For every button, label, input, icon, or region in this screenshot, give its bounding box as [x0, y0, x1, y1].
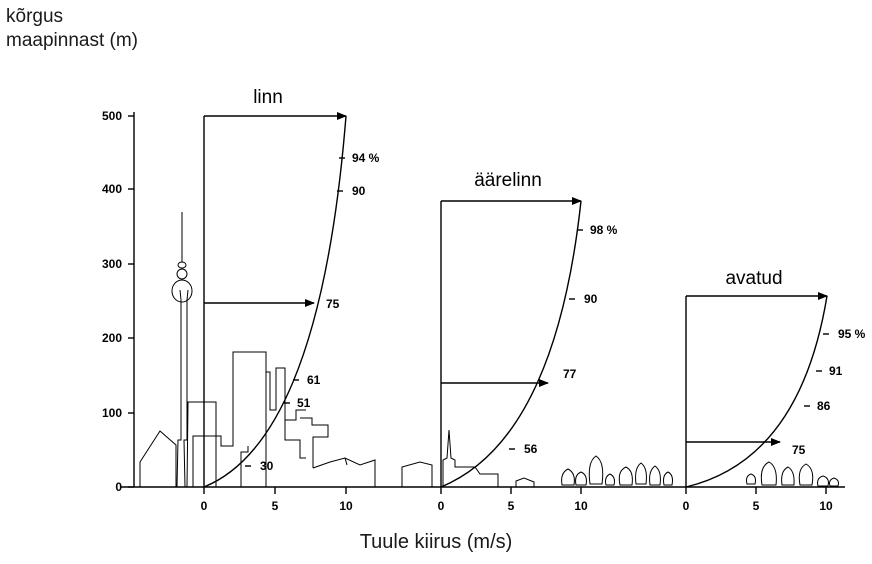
x-tick-label: 10 — [339, 499, 353, 513]
percent-label: 61 — [307, 373, 321, 387]
x-tick-label: 5 — [508, 499, 515, 513]
percent-label: 75 — [326, 297, 340, 311]
x-tick-label: 5 — [272, 499, 279, 513]
wind-profile-curve — [685, 295, 828, 488]
wind-profile-curve — [440, 200, 582, 488]
percent-label: 98 % — [590, 223, 618, 237]
x-axis-title: Tuule kiirus (m/s) — [359, 531, 513, 553]
y-tick-label: 400 — [102, 182, 122, 196]
percent-label: 94 % — [352, 151, 380, 165]
y-tick-label: 0 — [115, 480, 122, 494]
city-skyline-illustration — [139, 212, 535, 488]
panel-linn: linn 94 % 90 75 61 51 30 — [203, 87, 380, 488]
panel-avatud: avatud 95 % 91 86 75 — [685, 268, 866, 488]
y-tick-label: 500 — [102, 109, 122, 123]
y-axis-ticks: 0 100 200 300 400 500 — [102, 109, 134, 494]
y-tick-label: 300 — [102, 257, 122, 271]
x-axis-ticks: 0 5 10 0 5 10 0 5 10 — [201, 487, 833, 513]
percent-label: 30 — [260, 459, 274, 473]
y-tick-label: 200 — [102, 331, 122, 345]
percent-label: 56 — [524, 442, 538, 456]
y-axis-title-line1: kõrgus — [6, 6, 64, 27]
panel-label-linn: linn — [253, 87, 283, 108]
panel-aarelinn: äärelinn 98 % 90 77 56 — [440, 170, 618, 488]
y-tick-label: 100 — [102, 406, 122, 420]
wind-profile-curve — [203, 115, 347, 488]
x-tick-label: 0 — [683, 499, 690, 513]
percent-label: 77 — [563, 367, 577, 381]
trees-illustration — [561, 455, 839, 487]
percent-label: 90 — [584, 292, 598, 306]
percent-label: 91 — [829, 364, 843, 378]
y-axis-title-line2: maapinnast (m) — [6, 30, 138, 51]
panel-label-avatud: avatud — [725, 268, 782, 289]
percent-label: 90 — [352, 184, 366, 198]
x-tick-label: 5 — [753, 499, 760, 513]
percent-label: 95 % — [838, 327, 866, 341]
percent-label: 51 — [297, 396, 311, 410]
panel-label-aarelinn: äärelinn — [474, 170, 542, 191]
x-tick-label: 0 — [201, 499, 208, 513]
x-tick-label: 0 — [438, 499, 445, 513]
x-tick-label: 10 — [574, 499, 588, 513]
x-tick-label: 10 — [819, 499, 833, 513]
percent-label: 75 — [792, 443, 806, 457]
percent-label: 86 — [817, 399, 831, 413]
